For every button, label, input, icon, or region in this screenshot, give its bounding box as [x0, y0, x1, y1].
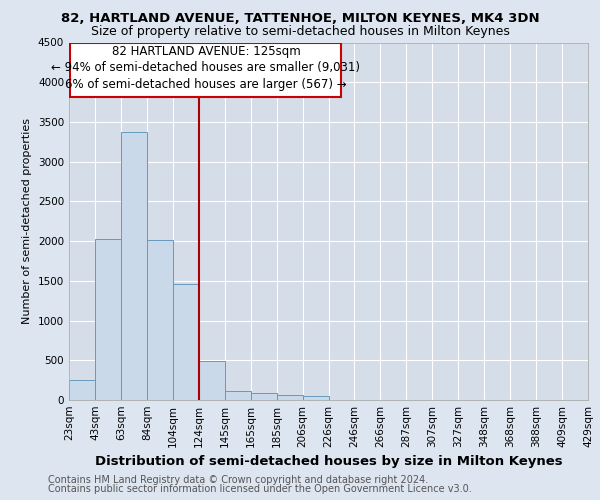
Bar	[69, 380, 95, 400]
Text: 6% of semi-detached houses are larger (567) →: 6% of semi-detached houses are larger (5…	[65, 78, 347, 91]
Text: Size of property relative to semi-detached houses in Milton Keynes: Size of property relative to semi-detach…	[91, 25, 509, 38]
X-axis label: Distribution of semi-detached houses by size in Milton Keynes: Distribution of semi-detached houses by …	[95, 456, 562, 468]
FancyBboxPatch shape	[70, 44, 341, 96]
Y-axis label: Number of semi-detached properties: Number of semi-detached properties	[22, 118, 32, 324]
Bar	[199, 361, 224, 400]
Text: Contains public sector information licensed under the Open Government Licence v3: Contains public sector information licen…	[48, 484, 472, 494]
Text: ← 94% of semi-detached houses are smaller (9,031): ← 94% of semi-detached houses are smalle…	[52, 62, 361, 74]
Bar	[225, 392, 251, 400]
Text: 82 HARTLAND AVENUE: 125sqm: 82 HARTLAND AVENUE: 125sqm	[112, 44, 300, 58]
Bar	[277, 395, 302, 400]
Bar	[251, 393, 277, 400]
Bar	[95, 238, 121, 400]
Bar	[302, 396, 329, 400]
Text: Contains HM Land Registry data © Crown copyright and database right 2024.: Contains HM Land Registry data © Crown c…	[48, 475, 428, 485]
Bar	[147, 240, 173, 400]
Bar	[173, 284, 199, 400]
Bar	[121, 132, 147, 400]
Text: 82, HARTLAND AVENUE, TATTENHOE, MILTON KEYNES, MK4 3DN: 82, HARTLAND AVENUE, TATTENHOE, MILTON K…	[61, 12, 539, 26]
